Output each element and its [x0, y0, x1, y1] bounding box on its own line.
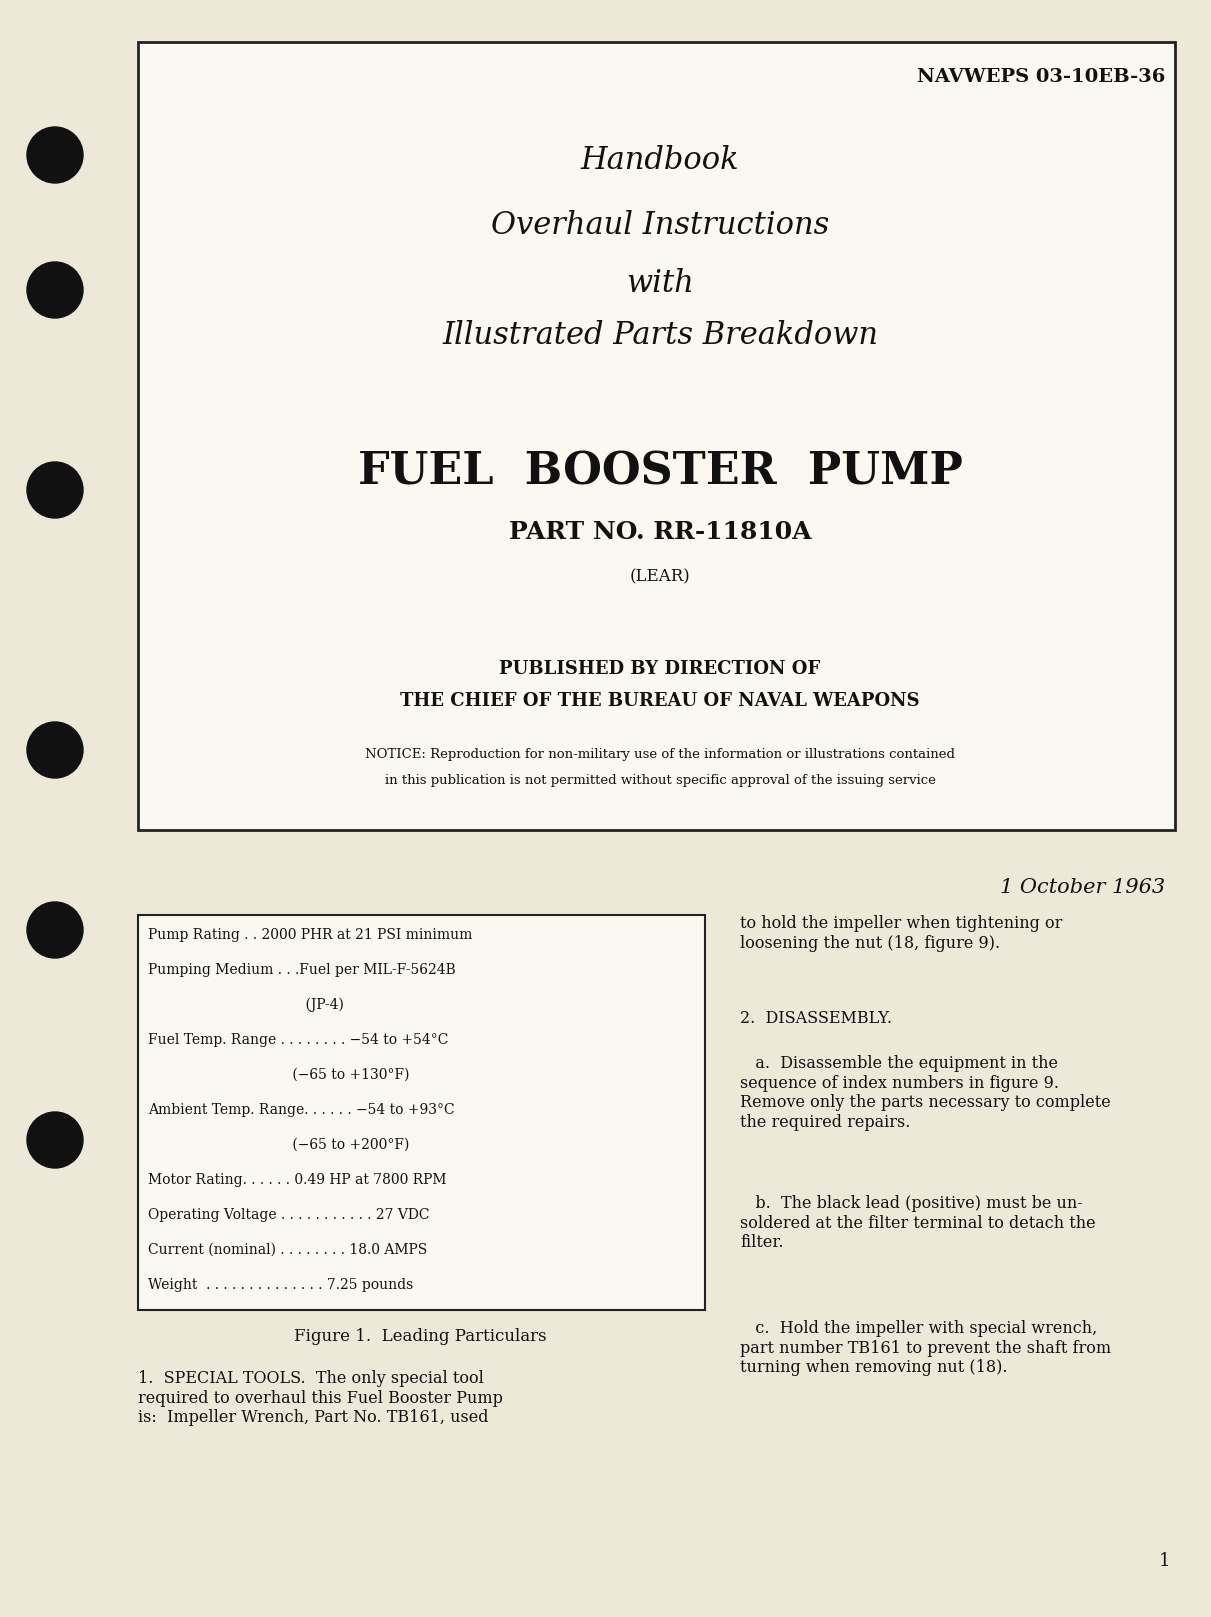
Text: THE CHIEF OF THE BUREAU OF NAVAL WEAPONS: THE CHIEF OF THE BUREAU OF NAVAL WEAPONS [400, 692, 920, 710]
Text: Handbook: Handbook [581, 146, 739, 176]
Text: Fuel Temp. Range . . . . . . . . −54 to +54°C: Fuel Temp. Range . . . . . . . . −54 to … [148, 1033, 448, 1046]
Circle shape [27, 723, 84, 778]
Text: b.  The black lead (positive) must be un-
soldered at the filter terminal to det: b. The black lead (positive) must be un-… [740, 1195, 1096, 1252]
Text: Figure 1.  Leading Particulars: Figure 1. Leading Particulars [294, 1328, 546, 1345]
Text: PUBLISHED BY DIRECTION OF: PUBLISHED BY DIRECTION OF [499, 660, 821, 678]
Text: (−65 to +200°F): (−65 to +200°F) [148, 1138, 409, 1151]
Bar [138, 915, 705, 1310]
Bar [138, 42, 1175, 830]
Circle shape [27, 1112, 84, 1167]
Text: 1 October 1963: 1 October 1963 [1000, 878, 1165, 897]
Text: a.  Disassemble the equipment in the
sequence of index numbers in figure 9.
Remo: a. Disassemble the equipment in the sequ… [740, 1054, 1110, 1130]
Text: FUEL  BOOSTER  PUMP: FUEL BOOSTER PUMP [357, 450, 963, 493]
Circle shape [27, 462, 84, 517]
Text: Overhaul Instructions: Overhaul Instructions [490, 210, 830, 241]
Text: 1.  SPECIAL TOOLS.  The only special tool
required to overhaul this Fuel Booster: 1. SPECIAL TOOLS. The only special tool … [138, 1370, 503, 1426]
Text: Operating Voltage . . . . . . . . . . . 27 VDC: Operating Voltage . . . . . . . . . . . … [148, 1208, 430, 1222]
Circle shape [27, 262, 84, 319]
Text: NOTICE: Reproduction for non-military use of the information or illustrations co: NOTICE: Reproduction for non-military us… [365, 749, 955, 762]
Text: Weight  . . . . . . . . . . . . . . 7.25 pounds: Weight . . . . . . . . . . . . . . 7.25 … [148, 1277, 413, 1292]
Text: 1: 1 [1159, 1552, 1170, 1570]
Text: (LEAR): (LEAR) [630, 568, 690, 585]
Text: Pumping Medium . . .Fuel per MIL-F-5624B: Pumping Medium . . .Fuel per MIL-F-5624B [148, 964, 455, 977]
Text: NAVWEPS 03-10EB-36: NAVWEPS 03-10EB-36 [917, 68, 1165, 86]
Text: in this publication is not permitted without specific approval of the issuing se: in this publication is not permitted wit… [385, 775, 935, 787]
Text: Current (nominal) . . . . . . . . 18.0 AMPS: Current (nominal) . . . . . . . . 18.0 A… [148, 1243, 427, 1256]
Circle shape [27, 128, 84, 183]
Text: 2.  DISASSEMBLY.: 2. DISASSEMBLY. [740, 1011, 893, 1027]
Circle shape [27, 902, 84, 957]
Text: with: with [626, 268, 694, 299]
Text: (−65 to +130°F): (−65 to +130°F) [148, 1067, 409, 1082]
Text: to hold the impeller when tightening or
loosening the nut (18, figure 9).: to hold the impeller when tightening or … [740, 915, 1062, 951]
Text: Ambient Temp. Range. . . . . . −54 to +93°C: Ambient Temp. Range. . . . . . −54 to +9… [148, 1103, 454, 1117]
Text: Motor Rating. . . . . . 0.49 HP at 7800 RPM: Motor Rating. . . . . . 0.49 HP at 7800 … [148, 1172, 447, 1187]
Text: Pump Rating . . 2000 PHR at 21 PSI minimum: Pump Rating . . 2000 PHR at 21 PSI minim… [148, 928, 472, 943]
Text: Illustrated Parts Breakdown: Illustrated Parts Breakdown [442, 320, 878, 351]
Text: c.  Hold the impeller with special wrench,
part number TB161 to prevent the shaf: c. Hold the impeller with special wrench… [740, 1319, 1112, 1376]
Text: (JP-4): (JP-4) [148, 998, 344, 1012]
Text: PART NO. RR-11810A: PART NO. RR-11810A [509, 521, 811, 543]
